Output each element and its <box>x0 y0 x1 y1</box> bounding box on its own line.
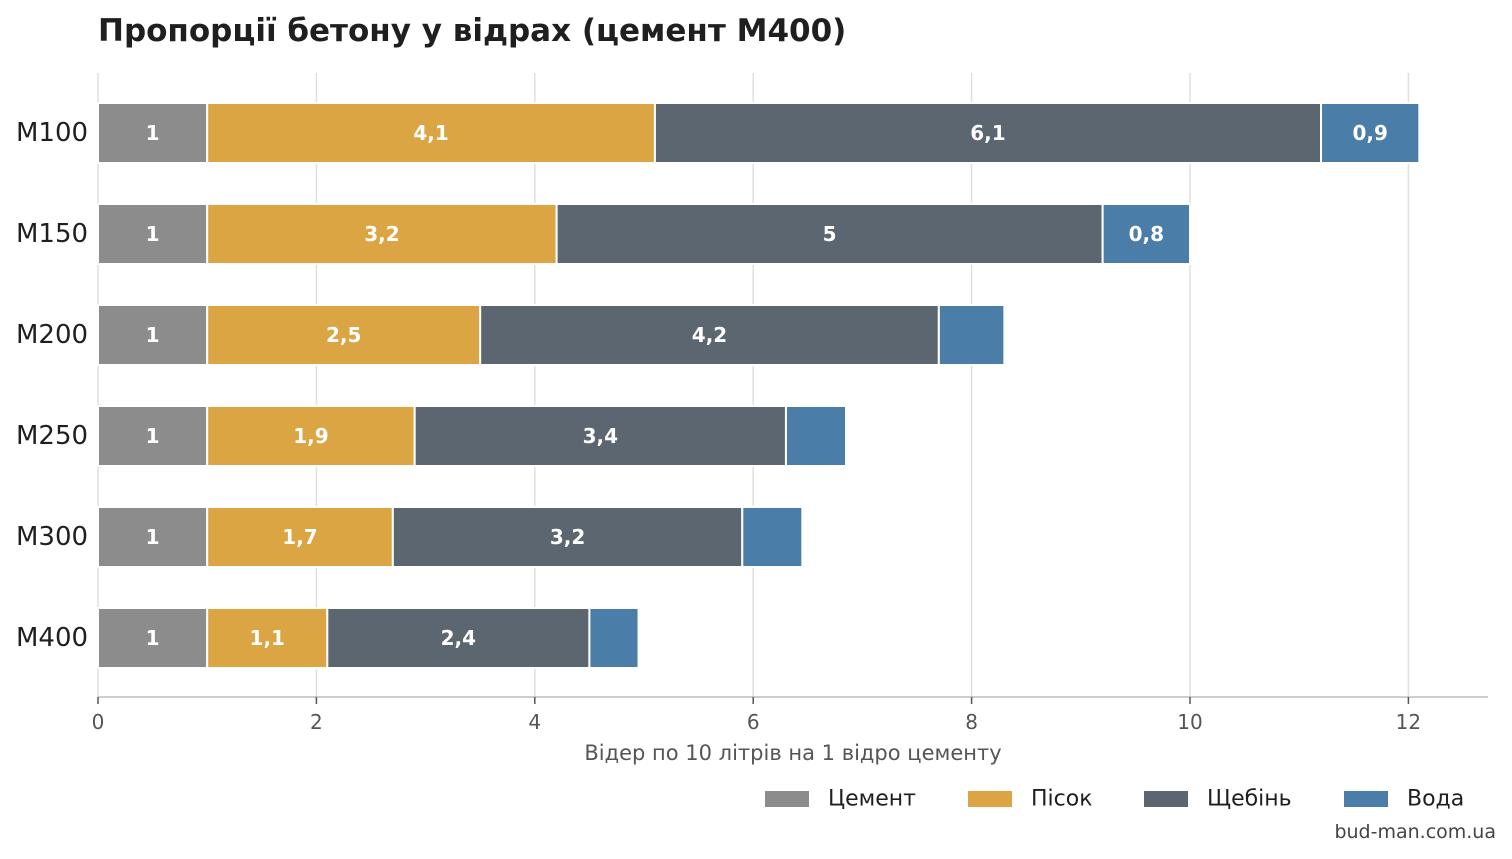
bar-М100-Пісок <box>206 102 656 164</box>
bar-М300-Пісок <box>206 506 394 568</box>
value-label-М300-Щебінь: 3,2 <box>550 525 585 549</box>
grid-lines <box>97 73 1410 697</box>
bar-М150-Пісок <box>206 203 558 265</box>
value-label-М400-Пісок: 1,1 <box>250 626 285 650</box>
category-label-М100: М100 <box>16 118 88 148</box>
bar-М250-Вода <box>784 405 848 467</box>
x-tick-label-3: 6 <box>747 710 760 734</box>
legend-swatch-Цемент <box>765 791 809 807</box>
value-label-М150-Пісок: 3,2 <box>364 222 399 246</box>
chart-title: Пропорції бетону у відрах (цемент М400) <box>98 13 846 49</box>
legend-label-Щебінь: Щебінь <box>1207 787 1292 812</box>
bar-М150-Цемент <box>97 203 209 265</box>
x-tick-label-0: 0 <box>92 710 105 734</box>
legend: Цемент Пісок Щебінь Вода <box>765 787 1464 812</box>
x-tick-label-1: 2 <box>310 710 323 734</box>
bar-М250-Пісок <box>206 405 416 467</box>
bar-М250-Щебінь <box>413 405 787 467</box>
category-label-М200: М200 <box>16 320 88 350</box>
legend-label-Цемент: Цемент <box>828 787 916 812</box>
bar-М400-Щебінь <box>326 607 591 669</box>
category-label-М400: М400 <box>16 623 88 653</box>
legend-label-Вода: Вода <box>1407 787 1464 812</box>
x-tick-label-6: 12 <box>1396 710 1421 734</box>
bar-М200-Цемент <box>97 304 209 366</box>
value-label-М300-Цемент: 1 <box>146 525 160 549</box>
bar-М100-Цемент <box>97 102 209 164</box>
x-tick-label-4: 8 <box>965 710 978 734</box>
value-label-М300-Пісок: 1,7 <box>282 525 317 549</box>
x-tick-label-5: 10 <box>1177 710 1202 734</box>
bar-М400-Вода <box>588 607 640 669</box>
legend-swatch-Пісок <box>968 791 1012 807</box>
source-credit: bud-man.com.ua <box>1334 821 1496 843</box>
value-labels: 1 4,1 6,1 0,9 1 3,2 5 0,8 1 2,5 4,2 1 1,9 3,4 1 1,7 3,2 1… <box>146 121 1388 650</box>
value-label-М250-Щебінь: 3,4 <box>583 424 618 448</box>
x-axis-title: Відер по 10 літрів на 1 відро цементу <box>584 741 1001 765</box>
value-label-М100-Цемент: 1 <box>146 121 160 145</box>
value-label-М250-Пісок: 1,9 <box>293 424 328 448</box>
value-label-М100-Пісок: 4,1 <box>413 121 448 145</box>
category-labels: М100 М150 М200 М250 М300 М400 <box>16 118 88 653</box>
value-label-М150-Щебінь: 5 <box>823 222 837 246</box>
value-label-М200-Цемент: 1 <box>146 323 160 347</box>
legend-swatch-Вода <box>1344 791 1388 807</box>
value-label-М400-Щебінь: 2,4 <box>441 626 476 650</box>
value-label-М150-Вода: 0,8 <box>1129 222 1164 246</box>
value-label-М150-Цемент: 1 <box>146 222 160 246</box>
bar-М400-Пісок <box>206 607 329 669</box>
bar-М200-Щебінь <box>479 304 940 366</box>
bars <box>97 102 1421 669</box>
value-label-М400-Цемент: 1 <box>146 626 160 650</box>
x-tick-label-2: 4 <box>528 710 541 734</box>
bar-М300-Вода <box>741 506 804 568</box>
x-axis-ticks: 0 2 4 6 8 10 12 <box>92 697 1421 734</box>
bar-М150-Вода <box>1101 203 1192 265</box>
value-label-М200-Щебінь: 4,2 <box>692 323 727 347</box>
legend-label-Пісок: Пісок <box>1031 787 1093 812</box>
value-label-М100-Вода: 0,9 <box>1352 121 1387 145</box>
category-label-М250: М250 <box>16 421 88 451</box>
value-label-М250-Цемент: 1 <box>146 424 160 448</box>
bar-М200-Вода <box>937 304 1006 366</box>
category-label-М300: М300 <box>16 522 88 552</box>
category-label-М150: М150 <box>16 219 88 249</box>
value-label-М100-Щебінь: 6,1 <box>970 121 1005 145</box>
value-label-М200-Пісок: 2,5 <box>326 323 361 347</box>
bar-М300-Щебінь <box>391 506 744 568</box>
bar-М100-Щебінь <box>653 102 1323 164</box>
legend-swatch-Щебінь <box>1144 791 1188 807</box>
bar-М100-Вода <box>1320 102 1421 164</box>
